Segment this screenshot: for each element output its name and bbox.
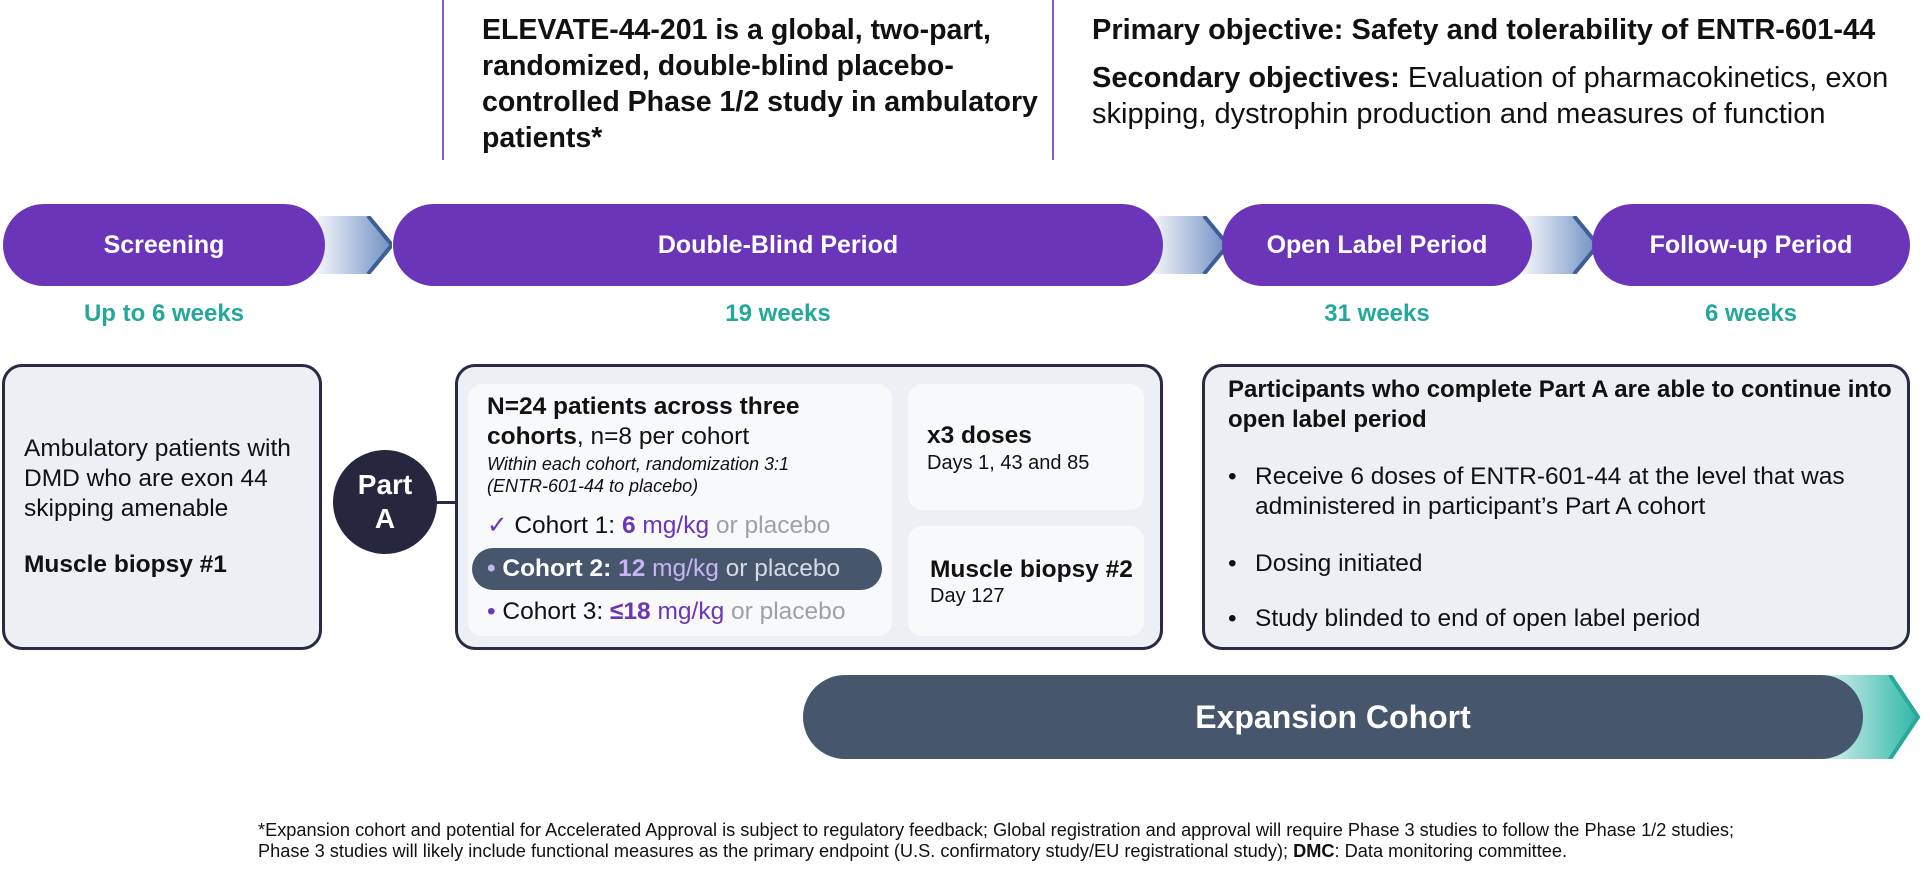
open-label-heading: Participants who complete Part A are abl… (1228, 376, 1892, 433)
header-divider-right (1052, 0, 1054, 160)
arrow-icon (1146, 216, 1228, 274)
secondary-objectives-label: Secondary objectives: (1092, 62, 1400, 94)
cohort-3-unit: mg/kg (650, 598, 725, 625)
doses-title: x3 doses (927, 422, 1032, 449)
open-label-bullet-1-text: Receive 6 doses of ENTR-601-44 at the le… (1255, 463, 1845, 520)
part-a-line1: Part (357, 469, 413, 500)
cohort-3-row: • Cohort 3: ≤18 mg/kg or placebo (487, 596, 845, 628)
doses-days: Days 1, 43 and 85 (927, 452, 1090, 474)
phase-double-blind: Double-Blind Period (393, 204, 1163, 286)
cohort-2-or: or placebo (718, 555, 841, 582)
bullet-icon: • (1228, 463, 1237, 490)
bullet-icon: • (1228, 550, 1237, 577)
cohorts-heading-bold: N=24 patients across three cohorts (487, 393, 800, 450)
bullet-icon: • (487, 598, 496, 625)
check-icon: ✓ (487, 512, 508, 539)
footnote-text-1: *Expansion cohort and potential for Acce… (258, 820, 1735, 861)
cohort-2-name: Cohort 2: (502, 555, 619, 582)
study-title: ELEVATE-44-201 is a global, two-part, ra… (482, 14, 1038, 154)
phase-screening: Screening (3, 204, 325, 286)
duration-follow-up: 6 weeks (1704, 300, 1798, 327)
arrow-icon (1516, 216, 1598, 274)
muscle-biopsy-1: Muscle biopsy #1 (24, 551, 227, 578)
cohorts-heading: N=24 patients across three cohorts, n=8 … (487, 392, 877, 452)
cohort-2-row: • Cohort 2: 12 mg/kg or placebo (487, 553, 840, 585)
footnote: *Expansion cohort and potential for Acce… (258, 820, 1758, 862)
biopsy-2-day: Day 127 (930, 585, 1005, 607)
cohort-2-highlight (472, 548, 882, 590)
phase-follow-up: Follow-up Period (1592, 204, 1910, 286)
part-a-line2: A (374, 503, 396, 534)
footnote-dmc: DMC (1293, 841, 1335, 861)
footnote-text-2: : Data monitoring committee. (1334, 841, 1568, 861)
cohort-1-unit: mg/kg (635, 512, 710, 539)
expansion-cohort-bar: Expansion Cohort (803, 675, 1863, 759)
secondary-objectives-text: Evaluation of pharmacokinetics, exon ski… (1092, 62, 1889, 130)
open-label-box (1202, 364, 1910, 650)
open-label-bullet-3-text: Study blinded to end of open label perio… (1255, 605, 1701, 632)
cohorts-card (468, 384, 892, 636)
bullet-icon: • (487, 555, 496, 582)
cohort-1-name: Cohort 1: (514, 512, 622, 539)
cohort-1-or: or placebo (709, 512, 831, 539)
duration-screening: Up to 6 weeks (83, 300, 245, 327)
primary-objective: Primary objective: Safety and tolerabili… (1092, 14, 1876, 46)
screening-eligibility: Ambulatory patients with DMD who are exo… (24, 435, 291, 522)
cohort-3-name: Cohort 3: (502, 598, 610, 625)
cohort-1-dose: 6 (621, 512, 636, 539)
cohort-2-unit: mg/kg (645, 555, 719, 582)
cohorts-heading-rest: , n=8 per cohort (576, 423, 750, 450)
part-a-connector (420, 501, 460, 504)
cohort-2-dose: 12 (618, 555, 646, 582)
duration-double-blind: 19 weeks (725, 300, 831, 327)
part-a-badge: Part A (333, 450, 437, 554)
header-divider-left (442, 0, 444, 160)
biopsy-2-title: Muscle biopsy #2 (930, 556, 1133, 583)
duration-open-label: 31 weeks (1324, 300, 1430, 327)
secondary-objectives: Secondary objectives: Evaluation of phar… (1092, 60, 1922, 132)
arrow-icon (310, 216, 392, 274)
phase-open-label: Open Label Period (1222, 204, 1532, 286)
cohort-3-or: or placebo (724, 598, 846, 625)
randomization-note: Within each cohort, randomization 3:1 (E… (487, 454, 790, 496)
cohort-1-row: ✓ Cohort 1: 6 mg/kg or placebo (487, 510, 830, 542)
screening-box (2, 364, 322, 650)
cohort-3-dose: ≤18 (609, 598, 651, 625)
biopsy-2-card (908, 526, 1144, 636)
open-label-bullet-2-text: Dosing initiated (1255, 550, 1423, 577)
bullet-icon: • (1228, 605, 1237, 632)
doses-card (908, 384, 1144, 510)
